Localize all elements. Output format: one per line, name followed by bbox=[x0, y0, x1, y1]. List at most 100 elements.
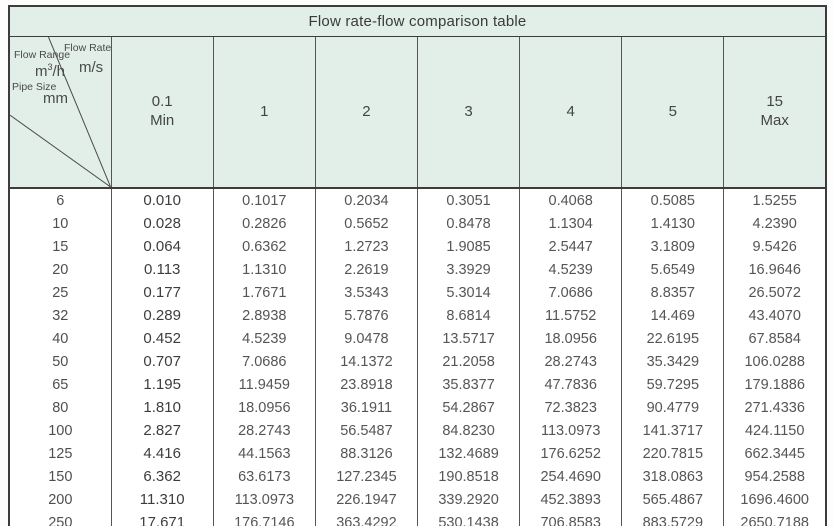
table-row: 32 0.289 2.8938 5.7876 8.6814 11.5752 14.469 43… bbox=[9, 304, 826, 327]
flow-value-cell: 0.452 bbox=[110, 327, 214, 350]
flow-value-cell: 9.0478 bbox=[314, 327, 418, 350]
table-row: 25 0.177 1.7671 3.5343 5.3014 7.0686 8.8357 26.… bbox=[9, 281, 826, 304]
flow-value-cell: 11.9459 bbox=[212, 373, 316, 396]
flow-value-cell: 254.4690 bbox=[519, 465, 622, 488]
flow-value-cell: 318.0863 bbox=[621, 465, 724, 488]
flow-value-cell: 271.4336 bbox=[723, 396, 826, 419]
flow-value-cell: 1.5255 bbox=[723, 188, 826, 212]
flow-value-cell: 706.8583 bbox=[519, 511, 622, 526]
flow-rate-label: Flow Rate bbox=[64, 42, 112, 54]
table-row: 65 1.195 11.9459 23.8918 35.8377 47.7836 59.72… bbox=[9, 373, 826, 396]
pipe-size-cell: 65 bbox=[9, 373, 112, 396]
flow-value-cell: 132.4689 bbox=[416, 442, 520, 465]
flow-value-cell: 9.5426 bbox=[723, 235, 826, 258]
flow-value-cell: 5.6549 bbox=[621, 258, 724, 281]
flow-value-cell: 72.3823 bbox=[519, 396, 622, 419]
flow-range-unit: m3/h bbox=[35, 62, 66, 80]
flow-value-cell: 226.1947 bbox=[314, 488, 418, 511]
pipe-size-cell: 40 bbox=[9, 327, 112, 350]
flow-value-cell: 1.1304 bbox=[519, 212, 622, 235]
flow-value-cell: 339.2920 bbox=[416, 488, 520, 511]
pipe-size-cell: 100 bbox=[9, 419, 112, 442]
flow-value-cell: 56.5487 bbox=[314, 419, 418, 442]
flow-value-cell: 363.4292 bbox=[314, 511, 418, 526]
diagonal-divider-lines bbox=[10, 37, 111, 187]
flow-value-cell: 1.1310 bbox=[212, 258, 316, 281]
flow-value-cell: 1.4130 bbox=[621, 212, 724, 235]
flow-value-cell: 36.1911 bbox=[314, 396, 418, 419]
velocity-column-header-0: 0.1 Min bbox=[110, 36, 214, 189]
flow-value-cell: 2.5447 bbox=[519, 235, 622, 258]
title-row: Flow rate-flow comparison table bbox=[9, 6, 826, 37]
pipe-size-cell: 20 bbox=[9, 258, 112, 281]
flow-value-cell: 141.3717 bbox=[621, 419, 724, 442]
flow-value-cell: 0.177 bbox=[110, 281, 214, 304]
flow-value-cell: 176.7146 bbox=[212, 511, 316, 526]
pipe-size-cell: 6 bbox=[9, 188, 112, 212]
flow-value-cell: 8.6814 bbox=[416, 304, 520, 327]
flow-value-cell: 3.1809 bbox=[621, 235, 724, 258]
table-row: 50 0.707 7.0686 14.1372 21.2058 28.2743 35.342… bbox=[9, 350, 826, 373]
flow-value-cell: 0.113 bbox=[110, 258, 214, 281]
flow-value-cell: 84.8230 bbox=[416, 419, 520, 442]
flow-value-cell: 22.6195 bbox=[621, 327, 724, 350]
pipe-size-cell: 200 bbox=[9, 488, 112, 511]
flow-value-cell: 23.8918 bbox=[314, 373, 418, 396]
flow-value-cell: 35.8377 bbox=[416, 373, 520, 396]
flow-value-cell: 8.8357 bbox=[621, 281, 724, 304]
flow-value-cell: 190.8518 bbox=[416, 465, 520, 488]
flow-value-cell: 452.3893 bbox=[519, 488, 622, 511]
flow-value-cell: 54.2867 bbox=[416, 396, 520, 419]
pipe-size-cell: 80 bbox=[9, 396, 112, 419]
velocity-column-header-5: 5 bbox=[621, 36, 724, 189]
flow-value-cell: 11.310 bbox=[110, 488, 214, 511]
flow-value-cell: 47.7836 bbox=[519, 373, 622, 396]
flow-value-cell: 14.469 bbox=[621, 304, 724, 327]
flow-value-cell: 424.1150 bbox=[723, 419, 826, 442]
flow-value-cell: 18.0956 bbox=[519, 327, 622, 350]
flow-value-cell: 28.2743 bbox=[519, 350, 622, 373]
table-title: Flow rate-flow comparison table bbox=[9, 6, 826, 37]
flow-value-cell: 3.5343 bbox=[314, 281, 418, 304]
flow-value-cell: 2.8938 bbox=[212, 304, 316, 327]
flow-value-cell: 0.3051 bbox=[416, 188, 520, 212]
flow-value-cell: 0.010 bbox=[110, 188, 214, 212]
velocity-column-header-2: 2 bbox=[314, 36, 418, 189]
flow-value-cell: 1.9085 bbox=[416, 235, 520, 258]
flow-value-cell: 0.1017 bbox=[212, 188, 316, 212]
pipe-size-cell: 50 bbox=[9, 350, 112, 373]
flow-value-cell: 7.0686 bbox=[519, 281, 622, 304]
table-row: 40 0.452 4.5239 9.0478 13.5717 18.0956 22.6195… bbox=[9, 327, 826, 350]
flow-value-cell: 1.2723 bbox=[314, 235, 418, 258]
table-row: 200 11.310 113.0973 226.1947 339.2920 452.389… bbox=[9, 488, 826, 511]
table-row: 80 1.810 18.0956 36.1911 54.2867 72.3823 90.47… bbox=[9, 396, 826, 419]
header-row: Flow Rate m/s Flow Range m3/h Pipe Size … bbox=[9, 36, 826, 189]
flow-value-cell: 0.064 bbox=[110, 235, 214, 258]
flow-value-cell: 18.0956 bbox=[212, 396, 316, 419]
flow-value-cell: 4.416 bbox=[110, 442, 214, 465]
pipe-size-cell: 10 bbox=[9, 212, 112, 235]
flow-value-cell: 6.362 bbox=[110, 465, 214, 488]
flow-value-cell: 67.8584 bbox=[723, 327, 826, 350]
flow-value-cell: 43.4070 bbox=[723, 304, 826, 327]
pipe-size-label: Pipe Size bbox=[12, 81, 57, 93]
flow-value-cell: 14.1372 bbox=[314, 350, 418, 373]
flow-value-cell: 0.2034 bbox=[314, 188, 418, 212]
flow-value-cell: 179.1886 bbox=[723, 373, 826, 396]
flow-value-cell: 0.8478 bbox=[416, 212, 520, 235]
flow-value-cell: 4.2390 bbox=[723, 212, 826, 235]
table-row: 10 0.028 0.2826 0.5652 0.8478 1.1304 1.4130 4.2… bbox=[9, 212, 826, 235]
flow-value-cell: 3.3929 bbox=[416, 258, 520, 281]
table-row: 20 0.113 1.1310 2.2619 3.3929 4.5239 5.6549 16.… bbox=[9, 258, 826, 281]
velocity-column-header-4: 4 bbox=[519, 36, 622, 189]
pipe-size-cell: 15 bbox=[9, 235, 112, 258]
pipe-size-cell: 125 bbox=[9, 442, 112, 465]
flow-comparison-table: Flow rate-flow comparison table Flow Rat… bbox=[8, 5, 827, 526]
flow-value-cell: 0.2826 bbox=[212, 212, 316, 235]
flow-value-cell: 113.0973 bbox=[212, 488, 316, 511]
pipe-size-cell: 250 bbox=[9, 511, 112, 526]
flow-rate-unit: m/s bbox=[79, 59, 104, 76]
flow-value-cell: 0.5085 bbox=[621, 188, 724, 212]
flow-value-cell: 0.4068 bbox=[519, 188, 622, 212]
flow-value-cell: 0.5652 bbox=[314, 212, 418, 235]
